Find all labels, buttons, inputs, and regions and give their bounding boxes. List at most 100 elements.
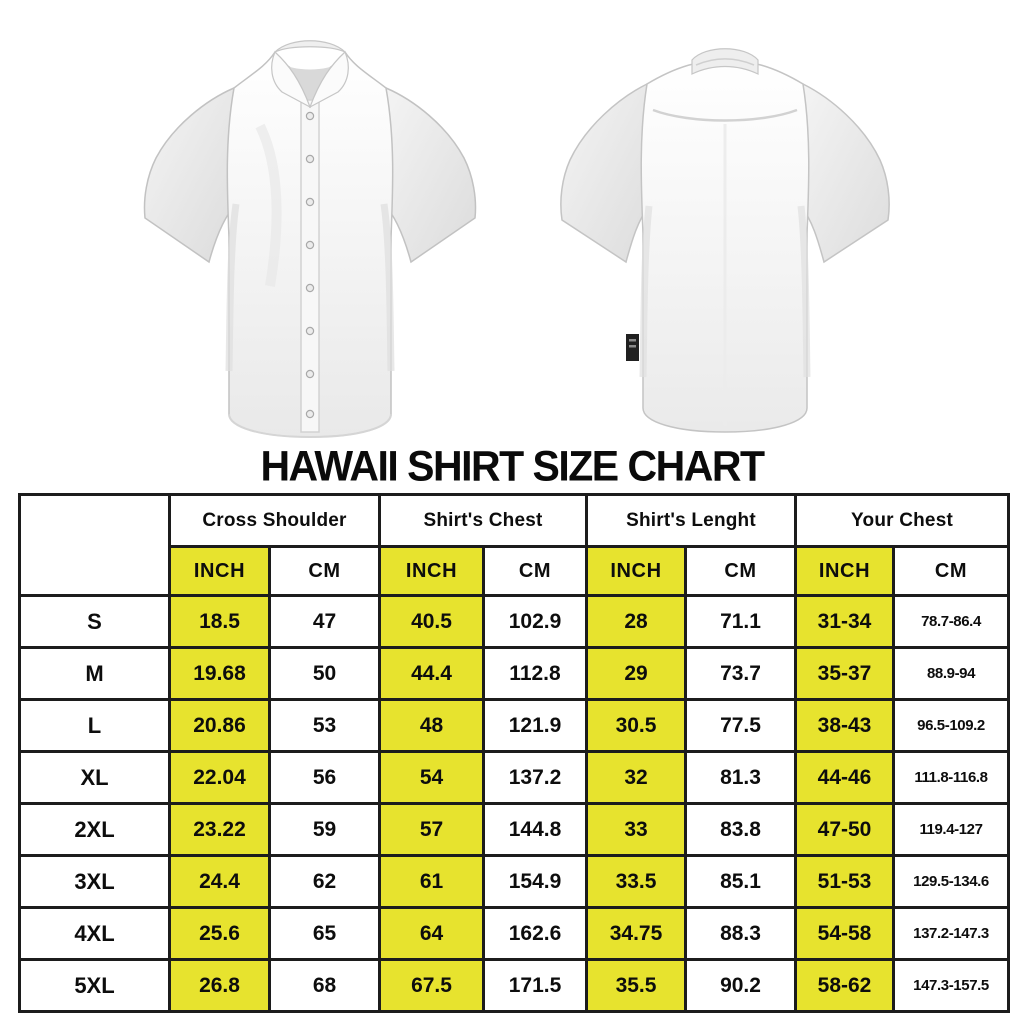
unit-header-inch: INCH [168,545,271,597]
side-tag [626,334,639,361]
value-cell: 58-62 [794,958,896,1013]
value-cell: 64 [378,906,485,961]
size-chart-table: Cross Shoulder Shirt's Chest Shirt's Lengh… [18,493,1011,1013]
size-label: 3XL [18,854,171,909]
value-cell: 32 [585,750,687,805]
value-cell: 33.5 [585,854,687,909]
value-cell: 154.9 [482,854,588,909]
front-fold [255,123,282,287]
unit-header-inch: INCH [378,545,485,597]
back-left-sleeve [560,82,650,264]
value-cell: 68 [268,958,381,1013]
value-cell: 147.3-157.5 [892,958,1011,1013]
value-cell: 129.5-134.6 [892,854,1011,909]
value-cell: 102.9 [482,594,588,649]
back-collar-stitch [695,58,755,66]
value-cell: 24.4 [168,854,271,909]
unit-header-inch: INCH [585,545,687,597]
value-cell: 137.2 [482,750,588,805]
shirt-back-image [560,48,890,433]
value-cell: 29 [585,646,687,701]
value-cell: 71.1 [683,594,798,649]
value-cell: 54-58 [794,906,896,961]
value-cell: 57 [378,802,485,857]
unit-header-cm: CM [892,545,1011,597]
table-header: Cross Shoulder Shirt's Chest Shirt's Lengh… [18,493,1011,597]
back-collar [691,48,759,75]
value-cell: 81.3 [683,750,798,805]
table-row: 4XL 25.6 65 64 162.6 34.75 88.3 54-58 137.2-147.… [18,906,1011,961]
value-cell: 78.7-86.4 [892,594,1011,649]
value-cell: 26.8 [168,958,271,1013]
collar-band [274,40,346,53]
back-right-sleeve [800,82,890,264]
value-cell: 88.9-94 [892,646,1011,701]
table-row: S 18.5 47 40.5 102.9 28 71.1 31-34 78.7-86.4 [18,594,1011,649]
value-cell: 50 [268,646,381,701]
size-label: M [18,646,171,701]
page-title: HAWAII SHIRT SIZE CHART [260,442,765,490]
back-shading-left [639,205,653,378]
value-cell: 90.2 [683,958,798,1013]
value-cell: 44-46 [794,750,896,805]
table-row: 5XL 26.8 68 67.5 171.5 35.5 90.2 58-62 147.3-157… [18,958,1011,1013]
value-cell: 144.8 [482,802,588,857]
value-cell: 56 [268,750,381,805]
value-cell: 20.86 [168,698,271,753]
value-cell: 25.6 [168,906,271,961]
size-label: 5XL [18,958,171,1013]
value-cell: 65 [268,906,381,961]
front-hem [228,413,392,439]
value-cell: 85.1 [683,854,798,909]
value-cell: 35.5 [585,958,687,1013]
value-cell: 22.04 [168,750,271,805]
group-header-your-chest: Your Chest [794,493,1011,548]
value-cell: 18.5 [168,594,271,649]
value-cell: 48 [378,698,485,753]
size-label: S [18,594,171,649]
back-shading-right [797,205,811,378]
value-cell: 23.22 [168,802,271,857]
table-row: XL 22.04 56 54 137.2 32 81.3 44-46 111.8-116.8 [18,750,1011,805]
value-cell: 34.75 [585,906,687,961]
group-header-shirt-s-chest: Shirt's Chest [378,493,588,548]
value-cell: 38-43 [794,698,896,753]
value-cell: 62 [268,854,381,909]
value-cell: 33 [585,802,687,857]
table-row: M 19.68 50 44.4 112.8 29 73.7 35-37 88.9-94 [18,646,1011,701]
value-cell: 121.9 [482,698,588,753]
buttons [305,111,315,419]
value-cell: 111.8-116.8 [892,750,1011,805]
unit-header-inch: INCH [794,545,896,597]
table-row: 3XL 24.4 62 61 154.9 33.5 85.1 51-53 129.5-134.6 [18,854,1011,909]
value-cell: 19.68 [168,646,271,701]
group-header-cross-shoulder: Cross Shoulder [168,493,381,548]
value-cell: 30.5 [585,698,687,753]
value-cell: 171.5 [482,958,588,1013]
table-row: 2XL 23.22 59 57 144.8 33 83.8 47-50 119.4-127 [18,802,1011,857]
value-cell: 88.3 [683,906,798,961]
value-cell: 96.5-109.2 [892,698,1011,753]
value-cell: 28 [585,594,687,649]
value-cell: 40.5 [378,594,485,649]
value-cell: 67.5 [378,958,485,1013]
front-placket [300,99,320,433]
value-cell: 47 [268,594,381,649]
value-cell: 83.8 [683,802,798,857]
size-label: L [18,698,171,753]
size-label: 4XL [18,906,171,961]
corner-cell [18,493,171,597]
size-label: XL [18,750,171,805]
value-cell: 73.7 [683,646,798,701]
value-cell: 119.4-127 [892,802,1011,857]
collar-right [308,50,349,109]
front-neck-shadow [278,62,342,106]
front-shading-right [380,203,395,372]
value-cell: 53 [268,698,381,753]
shirt-front-image [143,40,477,439]
group-header-shirt-s-lenght: Shirt's Lenght [584,493,798,548]
value-cell: 61 [378,854,485,909]
front-right-sleeve [383,86,477,264]
value-cell: 112.8 [482,646,588,701]
